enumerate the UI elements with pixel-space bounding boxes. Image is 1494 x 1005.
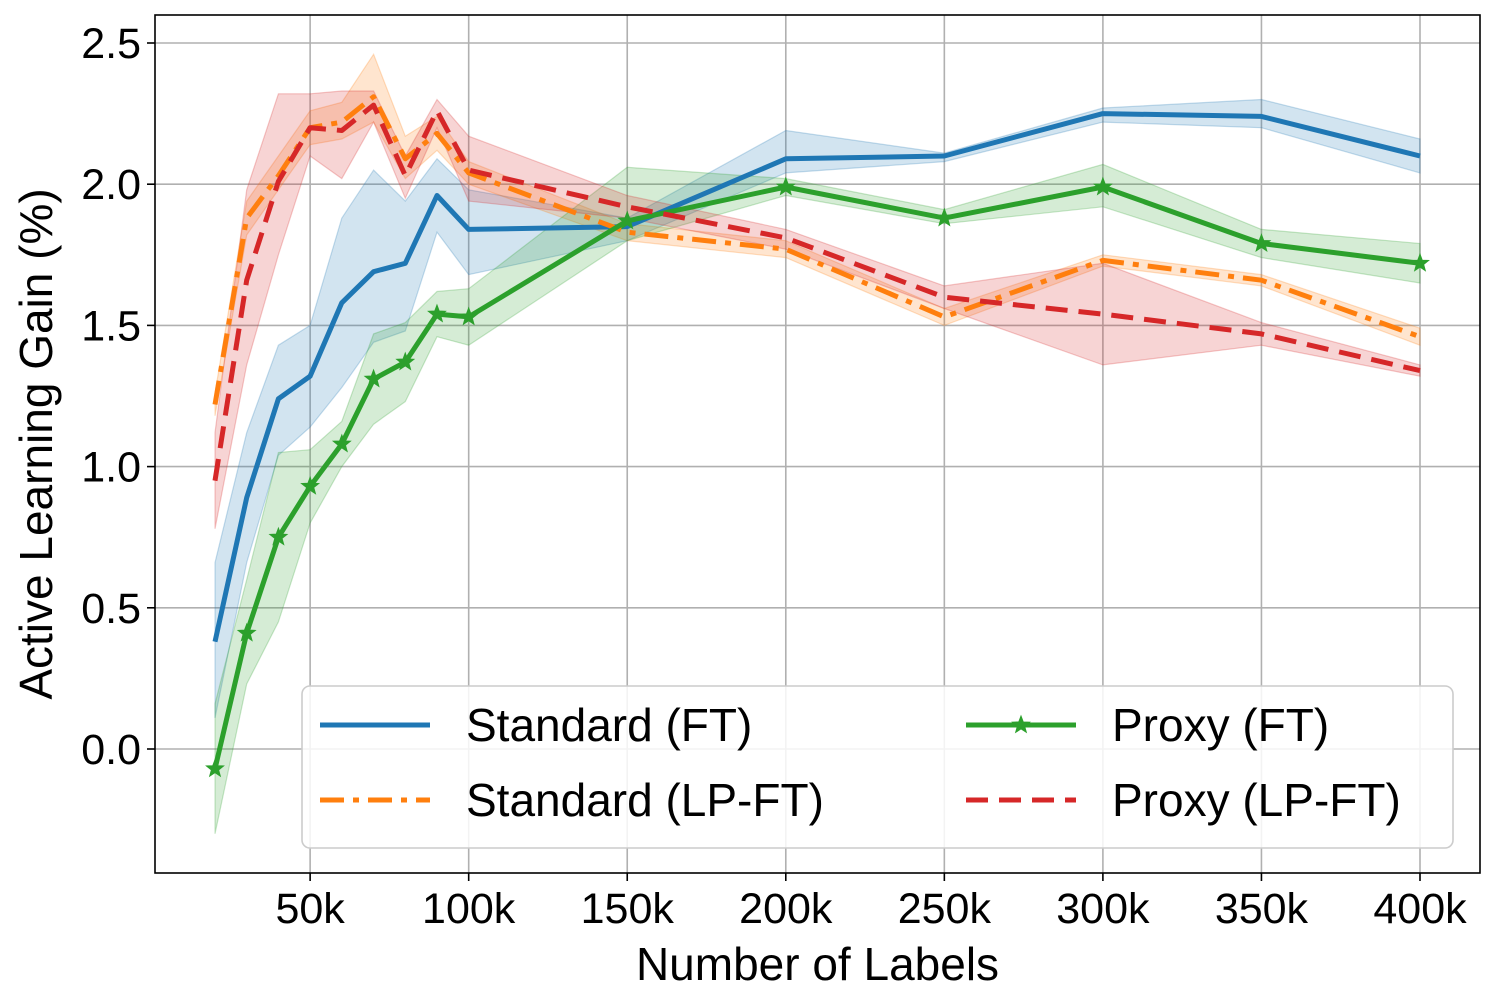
point-proxy-ft (427, 303, 447, 323)
legend: Standard (FT) Standard (LP-FT) Proxy (FT) P… (301, 685, 1454, 849)
band-standard-lp-ft (214, 53, 1421, 416)
x-tick-label: 250k (898, 885, 992, 933)
x-tick-label: 100k (422, 885, 516, 933)
point-proxy-ft (775, 176, 796, 196)
x-axis-label: Number of Labels (636, 938, 999, 990)
x-tick-label: 300k (1056, 885, 1150, 933)
confidence-bands (214, 53, 1421, 834)
point-proxy-ft (236, 622, 257, 642)
axis-ticks: 50k 100k 150k 200k 250k 300k 350k 400k 0.0 0.5 1.0… (81, 20, 1467, 933)
point-proxy-ft (1092, 176, 1113, 196)
legend-label-proxy-lp-ft: Proxy (LP-FT) (1112, 774, 1401, 826)
point-proxy-ft (331, 433, 352, 453)
x-tick-label: 200k (739, 885, 833, 933)
grid-lines (155, 15, 1480, 873)
legend-label-proxy-ft: Proxy (FT) (1112, 699, 1329, 751)
point-proxy-ft (1251, 233, 1272, 252)
y-tick-label: 2.5 (81, 20, 141, 68)
x-tick-label: 350k (1215, 885, 1309, 933)
point-proxy-ft (458, 306, 479, 326)
line-proxy-lp-ft (212, 102, 1421, 482)
point-proxy-ft (395, 351, 416, 371)
y-tick-label: 1.0 (81, 444, 141, 492)
point-proxy-ft (205, 758, 225, 778)
y-tick-label: 0.5 (81, 585, 141, 633)
legend-label-standard-lp-ft: Standard (LP-FT) (466, 774, 824, 826)
band-standard-ft (214, 98, 1421, 719)
point-proxy-ft (268, 526, 289, 546)
legend-frame (301, 685, 1454, 849)
point-proxy-ft (363, 368, 384, 388)
legend-label-standard-ft: Standard (FT) (466, 699, 752, 751)
point-proxy-ft (300, 475, 321, 495)
legend-marker-proxy-ft (1011, 714, 1031, 734)
band-proxy-ft (214, 163, 1421, 834)
x-tick-label: 50k (275, 885, 345, 933)
point-proxy-ft (617, 210, 638, 230)
x-tick-label: 150k (581, 885, 675, 933)
band-proxy-lp-ft (214, 90, 1421, 529)
x-tick-label: 400k (1373, 885, 1467, 933)
y-tick-label: 1.5 (81, 302, 141, 350)
y-axis-label: Active Learning Gain (%) (10, 188, 62, 699)
series-markers (205, 176, 1430, 778)
plot-frame (154, 14, 1481, 874)
line-standard-ft (212, 111, 1421, 643)
y-tick-label: 2.0 (81, 161, 141, 209)
y-tick-label: 0.0 (81, 726, 141, 774)
point-proxy-ft (934, 207, 955, 227)
point-proxy-ft (1410, 252, 1430, 272)
